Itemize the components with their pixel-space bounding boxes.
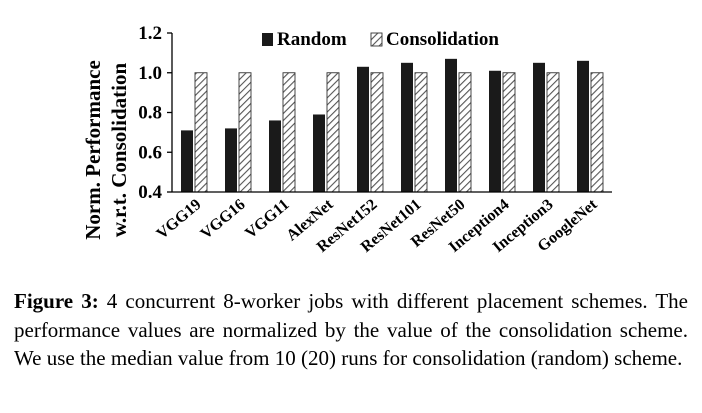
bar-random-resnet152	[357, 66, 369, 192]
figure-caption: Figure 3: 4 concurrent 8-worker jobs wit…	[14, 287, 688, 373]
bar-random-resnet101	[401, 62, 413, 192]
bar-consolidation-googlenet	[590, 72, 604, 193]
y-tick-label: 0.8	[138, 103, 162, 124]
legend-label-random: Random	[277, 29, 347, 50]
legend-swatch-consolidation	[370, 32, 383, 47]
bar-consolidation-vgg11	[282, 72, 296, 193]
x-tick-label: VGG19	[153, 196, 204, 243]
x-axis: VGG19VGG16VGG11AlexNetResNet152ResNet101…	[153, 191, 612, 256]
bar-random-resnet50	[445, 58, 457, 193]
legend-swatch-random	[262, 33, 273, 46]
caption-text: 4 concurrent 8-worker jobs with differen…	[14, 289, 688, 370]
bar-consolidation-inception3	[546, 72, 560, 193]
x-tick-label: VGG16	[197, 196, 248, 243]
legend: Random Consolidation	[262, 29, 499, 50]
y-axis-label-line: Norm. Performance	[81, 60, 105, 240]
y-axis-label: Norm. Performance w.r.t. Consolidation	[81, 60, 131, 240]
bar-consolidation-resnet152	[370, 72, 384, 193]
bar-consolidation-resnet101	[414, 72, 428, 193]
bar-chart: Norm. Performance w.r.t. Consolidation 0.…	[81, 23, 612, 256]
bar-random-alexnet	[313, 114, 325, 192]
bar-consolidation-resnet50	[458, 72, 472, 193]
x-tick-label: VGG11	[242, 196, 292, 242]
bar-consolidation-vgg16	[238, 72, 252, 193]
bar-random-googlenet	[577, 60, 589, 193]
legend-label-consolidation: Consolidation	[386, 29, 499, 50]
bar-consolidation-inception4	[502, 72, 516, 193]
bar-random-inception3	[533, 62, 545, 192]
bar-random-inception4	[489, 70, 501, 192]
y-tick-label: 1.2	[138, 23, 162, 44]
bar-random-vgg16	[225, 128, 237, 192]
bar-random-vgg11	[269, 120, 281, 192]
caption-label: Figure 3:	[14, 289, 99, 313]
bar-consolidation-vgg19	[194, 72, 208, 193]
y-axis: 0.4 0.6 0.8 1.0 1.2	[138, 23, 173, 203]
y-tick-label: 0.4	[138, 182, 162, 203]
bar-consolidation-alexnet	[326, 72, 340, 193]
bars	[181, 58, 604, 193]
y-axis-label-line: w.r.t. Consolidation	[107, 63, 131, 238]
bar-random-vgg19	[181, 130, 193, 192]
y-tick-label: 1.0	[138, 63, 162, 84]
y-tick-label: 0.6	[138, 142, 162, 163]
